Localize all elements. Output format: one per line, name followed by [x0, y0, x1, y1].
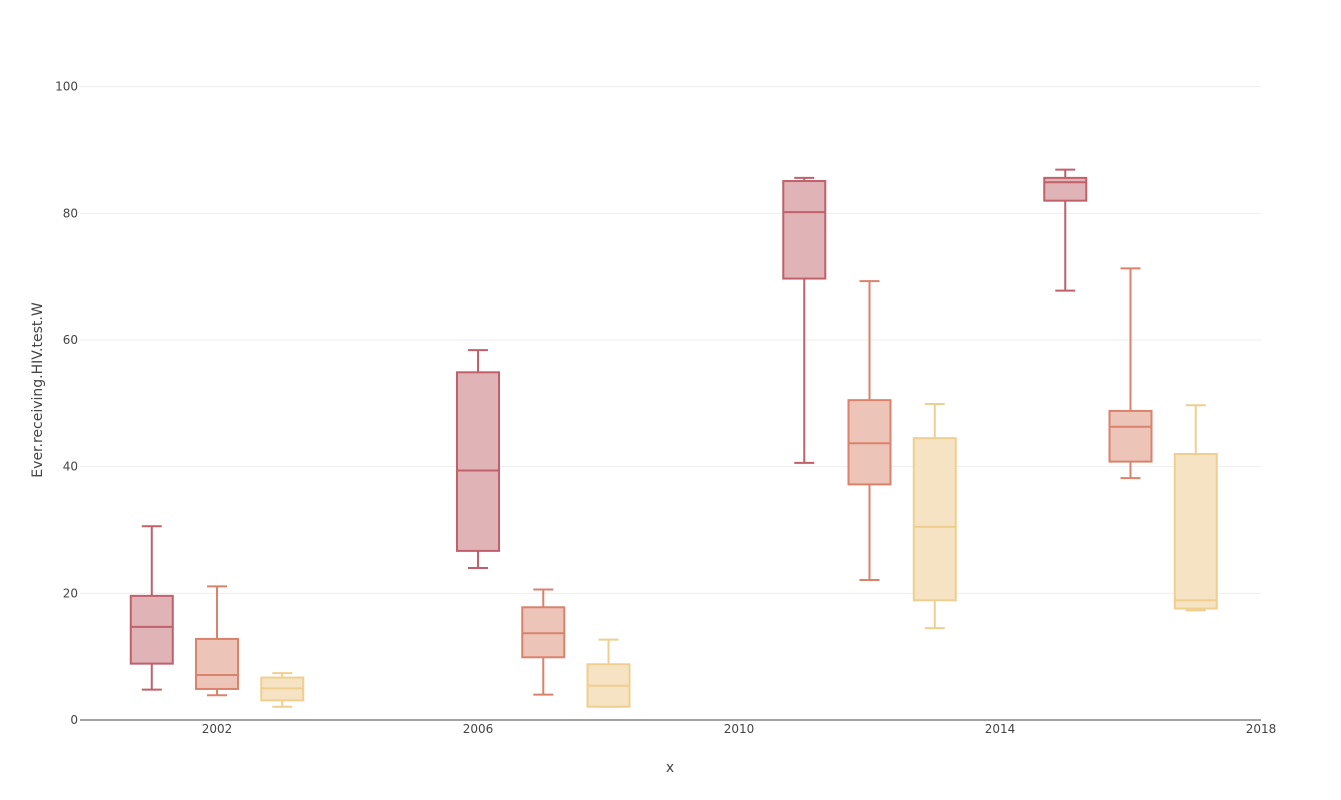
x-tick-label: 2018	[1246, 722, 1277, 736]
grid-lines	[80, 86, 1261, 594]
box	[912, 402, 957, 630]
y-tick-label: 40	[63, 460, 78, 474]
x-tick-label: 2002	[202, 722, 233, 736]
x-axis-title: x	[666, 760, 674, 776]
box	[129, 525, 174, 691]
x-tick-label: 2014	[985, 722, 1016, 736]
box-body	[129, 594, 174, 665]
y-tick-label: 80	[63, 206, 78, 220]
box	[1173, 404, 1218, 612]
x-tick-label: 2006	[463, 722, 494, 736]
box	[586, 638, 631, 708]
box-body	[1108, 409, 1153, 463]
box	[1108, 267, 1153, 480]
y-tick-label: 20	[63, 586, 78, 600]
box-body	[195, 637, 240, 690]
box-body	[1043, 176, 1088, 202]
box-body	[912, 437, 957, 602]
box	[260, 672, 305, 708]
y-tick-label: 0	[70, 713, 78, 727]
box-body	[456, 371, 501, 552]
x-tick-label: 2010	[724, 722, 755, 736]
box	[195, 585, 240, 697]
box-series	[129, 168, 1218, 708]
y-tick-label: 60	[63, 333, 78, 347]
box	[782, 176, 827, 464]
box-body	[1173, 453, 1218, 610]
box	[521, 588, 566, 696]
box-body	[782, 180, 827, 280]
box	[1043, 168, 1088, 292]
box	[456, 349, 501, 569]
box	[847, 280, 892, 582]
y-tick-label: 100	[55, 80, 78, 94]
y-axis-title: Ever.receiving.HIV.test.W	[30, 302, 46, 478]
axes: 0 20 40 60 80 100 2002 2006 2010 2014 2018	[55, 80, 1276, 736]
